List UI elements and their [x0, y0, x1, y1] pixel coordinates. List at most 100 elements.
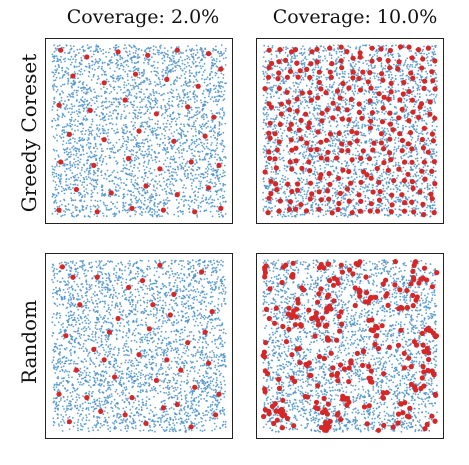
dataset-point [278, 106, 281, 109]
dataset-point [153, 150, 156, 153]
dataset-point [121, 127, 123, 129]
dataset-point [171, 178, 174, 181]
dataset-point [184, 170, 187, 172]
dataset-point [168, 107, 171, 110]
dataset-point [94, 138, 96, 141]
dataset-point [52, 84, 54, 87]
dataset-point [416, 100, 418, 102]
dataset-point [95, 181, 98, 184]
dataset-point [89, 86, 91, 89]
dataset-point [54, 196, 57, 199]
dataset-point [149, 197, 152, 200]
dataset-point [134, 206, 137, 209]
dataset-point [176, 148, 179, 151]
dataset-point [205, 85, 208, 87]
dataset-point [271, 215, 273, 218]
dataset-point [64, 187, 67, 190]
dataset-point [59, 93, 61, 96]
dataset-point [182, 167, 185, 169]
dataset-point [102, 129, 104, 132]
dataset-point [72, 162, 75, 164]
dataset-point [202, 194, 205, 197]
dataset-point [121, 170, 124, 173]
dataset-point [294, 130, 297, 133]
dataset-point [194, 146, 197, 148]
dataset-point [81, 184, 83, 186]
dataset-point [218, 52, 221, 55]
dataset-point [103, 177, 105, 180]
dataset-point [275, 114, 278, 117]
dataset-point [324, 131, 326, 133]
dataset-point [72, 153, 75, 156]
dataset-point [211, 215, 214, 218]
dataset-point [189, 90, 192, 93]
dataset-point [352, 67, 355, 70]
dataset-point [376, 73, 379, 75]
dataset-point [123, 154, 126, 156]
dataset-point [393, 63, 395, 66]
dataset-point [74, 81, 77, 83]
dataset-point [340, 199, 343, 202]
dataset-point [148, 83, 151, 86]
dataset-point [308, 79, 311, 82]
dataset-point [270, 117, 272, 120]
col-title-right: Coverage: 10.0% [272, 6, 438, 28]
dataset-point [433, 179, 436, 182]
dataset-point [213, 84, 215, 87]
dataset-point [209, 87, 212, 90]
dataset-point [75, 150, 77, 153]
dataset-point [90, 130, 93, 133]
dataset-point [156, 49, 159, 51]
dataset-point [327, 103, 329, 105]
dataset-point [55, 76, 58, 79]
dataset-point [59, 135, 61, 137]
dataset-point [429, 107, 432, 110]
dataset-point [164, 53, 167, 55]
dataset-point [200, 48, 203, 51]
dataset-point [157, 133, 160, 136]
dataset-point [387, 74, 390, 76]
dataset-point [65, 178, 68, 180]
dataset-point [280, 80, 283, 83]
dataset-point [87, 146, 90, 148]
dataset-point [179, 163, 182, 166]
dataset-point [156, 123, 159, 126]
dataset-point [349, 63, 352, 65]
dataset-point [293, 54, 296, 57]
dataset-point [337, 146, 340, 148]
dataset-point [378, 206, 381, 209]
dataset-point [413, 74, 416, 76]
dataset-point [86, 118, 89, 121]
dataset-point [343, 73, 346, 75]
dataset-point [422, 113, 425, 116]
dataset-point [110, 150, 113, 153]
dataset-point [358, 61, 361, 63]
dataset-point [314, 66, 317, 69]
dataset-point [57, 185, 60, 188]
dataset-point [121, 144, 124, 147]
dataset-point [218, 98, 221, 101]
dataset-point [209, 126, 212, 128]
dataset-point [122, 92, 125, 94]
dataset-point [156, 214, 159, 217]
dataset-point [128, 112, 131, 114]
dataset-point [160, 173, 163, 176]
dataset-point [297, 86, 299, 88]
dataset-point [124, 202, 127, 204]
dataset-point [136, 201, 139, 204]
dataset-point [87, 128, 90, 131]
dataset-point [83, 170, 86, 173]
dataset-point [270, 89, 272, 91]
dataset-point [198, 112, 201, 114]
dataset-point [286, 116, 289, 119]
dataset-point [279, 180, 282, 183]
dataset-point [193, 101, 196, 104]
dataset-point [155, 102, 158, 105]
dataset-point [89, 210, 92, 213]
dataset-point [146, 125, 149, 128]
dataset-point [138, 71, 141, 74]
dataset-point [97, 106, 99, 108]
dataset-point [400, 156, 402, 158]
dataset-point [183, 67, 186, 70]
dataset-point [355, 46, 358, 48]
